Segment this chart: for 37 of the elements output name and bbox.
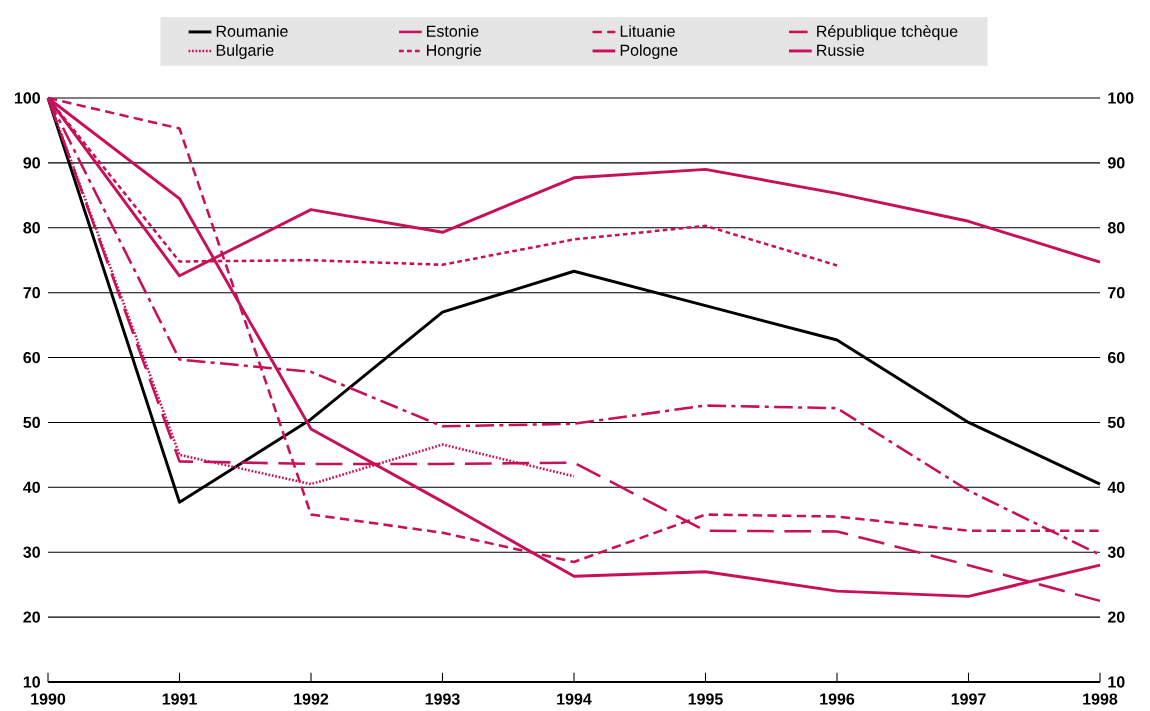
x-tick-label: 1990 <box>31 693 66 705</box>
legend-label: Estonie <box>427 25 479 37</box>
y2-tick-label: 90 <box>1107 157 1125 169</box>
y-tick-label: 40 <box>23 481 40 493</box>
legend-label: Roumanie <box>216 25 288 37</box>
legend-label: Lituanie <box>620 25 675 37</box>
y2-tick-label: 60 <box>1107 351 1125 364</box>
legend-label: Russie <box>817 44 865 56</box>
y-tick-label: 10 <box>23 676 40 688</box>
x-tick-label: 1993 <box>425 693 460 705</box>
y-tick-label: 30 <box>23 546 40 558</box>
x-tick-label: 1992 <box>294 693 329 705</box>
y-tick-label: 50 <box>23 416 40 429</box>
y-tick-label: 20 <box>23 611 40 623</box>
y2-tick-label: 70 <box>1108 287 1125 299</box>
x-tick-label: 1998 <box>1083 693 1118 705</box>
y2-tick-label: 50 <box>1107 416 1125 429</box>
y-tick-label: 80 <box>23 222 40 234</box>
y-tick-label: 90 <box>23 157 40 169</box>
y2-tick-label: 10 <box>1108 676 1125 688</box>
legend-label: Pologne <box>620 44 678 60</box>
y2-tick-label: 100 <box>1108 92 1134 104</box>
y-tick-label: 100 <box>14 92 40 104</box>
y2-tick-label: 20 <box>1107 611 1125 623</box>
y2-tick-label: 30 <box>1107 546 1125 558</box>
y-tick-label: 70 <box>23 287 40 299</box>
y2-tick-label: 80 <box>1107 222 1125 234</box>
y-tick-label: 60 <box>23 351 40 364</box>
x-tick-label: 1996 <box>820 693 855 705</box>
x-tick-label: 1991 <box>162 693 197 705</box>
y2-tick-label: 40 <box>1107 481 1125 493</box>
x-tick-label: 1995 <box>688 693 723 705</box>
x-tick-label: 1997 <box>951 693 986 705</box>
legend-label: Bulgarie <box>216 44 274 60</box>
legend-label: République tchèque <box>817 25 958 41</box>
x-tick-label: 1994 <box>557 693 592 705</box>
legend-label: Hongrie <box>427 44 482 60</box>
